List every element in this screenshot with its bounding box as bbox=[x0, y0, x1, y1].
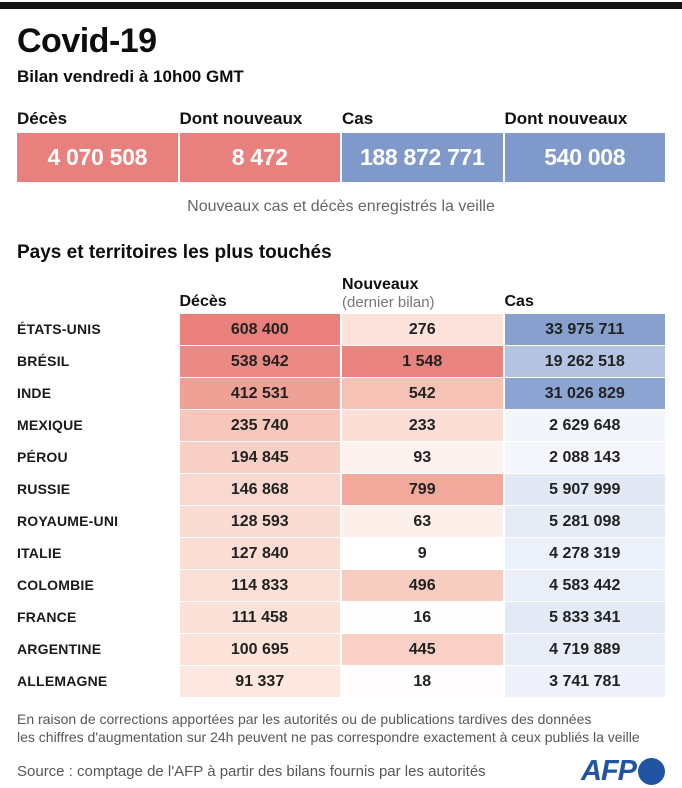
summary-card-value: 8 472 bbox=[179, 133, 340, 182]
country-label: ÉTATS-UNIS bbox=[17, 321, 101, 337]
country-label: RUSSIE bbox=[17, 481, 71, 497]
nouveaux-cell: 276 bbox=[342, 314, 503, 345]
country-label: ROYAUME-UNI bbox=[17, 513, 119, 529]
deces-cell: 100 695 bbox=[179, 634, 340, 665]
column-header-deces: Décès bbox=[179, 292, 227, 310]
table-row: ÉTATS-UNIS 608 400 276 33 975 711 bbox=[17, 314, 665, 345]
cas-cell: 5 833 341 bbox=[504, 602, 665, 633]
source-row: Source : comptage de l'AFP à partir des … bbox=[17, 755, 665, 788]
table-row: PÉROU 194 845 93 2 088 143 bbox=[17, 442, 665, 473]
deces-cell: 128 593 bbox=[179, 506, 340, 537]
nouveaux-cell: 445 bbox=[342, 634, 503, 665]
summary-card-cas-nouveaux: Dont nouveaux 540 008 bbox=[504, 109, 665, 182]
table-row: FRANCE 111 458 16 5 833 341 bbox=[17, 602, 665, 633]
afp-logo: AFP bbox=[581, 755, 665, 788]
deces-cell: 91 337 bbox=[179, 666, 340, 697]
cas-cell: 2 088 143 bbox=[504, 442, 665, 473]
nouveaux-cell: 18 bbox=[342, 666, 503, 697]
afp-logo-text: AFP bbox=[581, 755, 637, 788]
table-row: ROYAUME-UNI 128 593 63 5 281 098 bbox=[17, 506, 665, 537]
deces-cell: 114 833 bbox=[179, 570, 340, 601]
table-row: MEXIQUE 235 740 233 2 629 648 bbox=[17, 410, 665, 441]
column-header-nouveaux-sub: (dernier bilan) bbox=[342, 294, 435, 311]
cas-cell: 31 026 829 bbox=[504, 378, 665, 409]
nouveaux-cell: 233 bbox=[342, 410, 503, 441]
deces-cell: 235 740 bbox=[179, 410, 340, 441]
table-row: INDE 412 531 542 31 026 829 bbox=[17, 378, 665, 409]
country-label: COLOMBIE bbox=[17, 577, 95, 593]
country-label: MEXIQUE bbox=[17, 417, 83, 433]
disclaimer: En raison de corrections apportées par l… bbox=[17, 710, 665, 746]
column-header-nouveaux-main: Nouveaux bbox=[342, 275, 419, 293]
nouveaux-cell: 63 bbox=[342, 506, 503, 537]
country-label: BRÉSIL bbox=[17, 353, 70, 369]
country-label: FRANCE bbox=[17, 609, 77, 625]
summary-card-label: Dont nouveaux bbox=[504, 109, 628, 128]
summary-note: Nouveaux cas et décès enregistrés la vei… bbox=[187, 198, 495, 215]
cas-cell: 5 907 999 bbox=[504, 474, 665, 505]
table-row: RUSSIE 146 868 799 5 907 999 bbox=[17, 474, 665, 505]
deces-cell: 538 942 bbox=[179, 346, 340, 377]
cas-cell: 19 262 518 bbox=[504, 346, 665, 377]
page-title: Covid-19 bbox=[17, 22, 157, 60]
deces-cell: 412 531 bbox=[179, 378, 340, 409]
table-row: COLOMBIE 114 833 496 4 583 442 bbox=[17, 570, 665, 601]
deces-cell: 146 868 bbox=[179, 474, 340, 505]
table-row: ITALIE 127 840 9 4 278 319 bbox=[17, 538, 665, 569]
country-label: ALLEMAGNE bbox=[17, 673, 108, 689]
infographic: Covid-19 Bilan vendredi à 10h00 GMT Décè… bbox=[0, 22, 682, 788]
nouveaux-cell: 1 548 bbox=[342, 346, 503, 377]
summary-card-deces-nouveaux: Dont nouveaux 8 472 bbox=[179, 109, 340, 182]
summary-card-value: 188 872 771 bbox=[342, 133, 503, 182]
cas-cell: 4 583 442 bbox=[504, 570, 665, 601]
cas-cell: 33 975 711 bbox=[504, 314, 665, 345]
summary-card-label: Dont nouveaux bbox=[179, 109, 303, 128]
nouveaux-cell: 496 bbox=[342, 570, 503, 601]
section-title: Pays et territoires les plus touchés bbox=[17, 242, 332, 263]
deces-cell: 127 840 bbox=[179, 538, 340, 569]
cas-cell: 4 719 889 bbox=[504, 634, 665, 665]
column-header-cas: Cas bbox=[504, 292, 534, 310]
afp-logo-circle-icon bbox=[638, 758, 665, 786]
cas-cell: 4 278 319 bbox=[504, 538, 665, 569]
nouveaux-cell: 799 bbox=[342, 474, 503, 505]
table-row: ALLEMAGNE 91 337 18 3 741 781 bbox=[17, 666, 665, 697]
country-label: PÉROU bbox=[17, 449, 68, 465]
summary-card-label: Décès bbox=[17, 109, 68, 128]
table-body: ÉTATS-UNIS 608 400 276 33 975 711 BRÉSIL… bbox=[17, 314, 665, 697]
nouveaux-cell: 93 bbox=[342, 442, 503, 473]
deces-cell: 194 845 bbox=[179, 442, 340, 473]
page-subtitle: Bilan vendredi à 10h00 GMT bbox=[17, 67, 244, 86]
summary-card-value: 540 008 bbox=[504, 133, 665, 182]
summary-card-value: 4 070 508 bbox=[17, 133, 178, 182]
country-label: ITALIE bbox=[17, 545, 62, 561]
nouveaux-cell: 9 bbox=[342, 538, 503, 569]
summary-card-label: Cas bbox=[342, 109, 374, 128]
cas-cell: 3 741 781 bbox=[504, 666, 665, 697]
nouveaux-cell: 16 bbox=[342, 602, 503, 633]
disclaimer-line-1: En raison de corrections apportées par l… bbox=[17, 711, 592, 727]
table-row: BRÉSIL 538 942 1 548 19 262 518 bbox=[17, 346, 665, 377]
column-header-nouveaux: Nouveaux (dernier bilan) bbox=[342, 276, 503, 311]
deces-cell: 111 458 bbox=[179, 602, 340, 633]
country-label: INDE bbox=[17, 385, 52, 401]
top-bar bbox=[0, 2, 682, 9]
deces-cell: 608 400 bbox=[179, 314, 340, 345]
country-label: ARGENTINE bbox=[17, 641, 102, 657]
cas-cell: 2 629 648 bbox=[504, 410, 665, 441]
table-row: ARGENTINE 100 695 445 4 719 889 bbox=[17, 634, 665, 665]
summary-card-deces: Décès 4 070 508 bbox=[17, 109, 178, 182]
nouveaux-cell: 542 bbox=[342, 378, 503, 409]
disclaimer-line-2: les chiffres d'augmentation sur 24h peuv… bbox=[17, 729, 640, 746]
cas-cell: 5 281 098 bbox=[504, 506, 665, 537]
summary-card-cas: Cas 188 872 771 bbox=[342, 109, 503, 182]
summary-cards: Décès 4 070 508 Dont nouveaux 8 472 Cas … bbox=[17, 109, 665, 182]
table-header: Décès Nouveaux (dernier bilan) Cas bbox=[17, 270, 665, 314]
source-text: Source : comptage de l'AFP à partir des … bbox=[17, 763, 486, 781]
